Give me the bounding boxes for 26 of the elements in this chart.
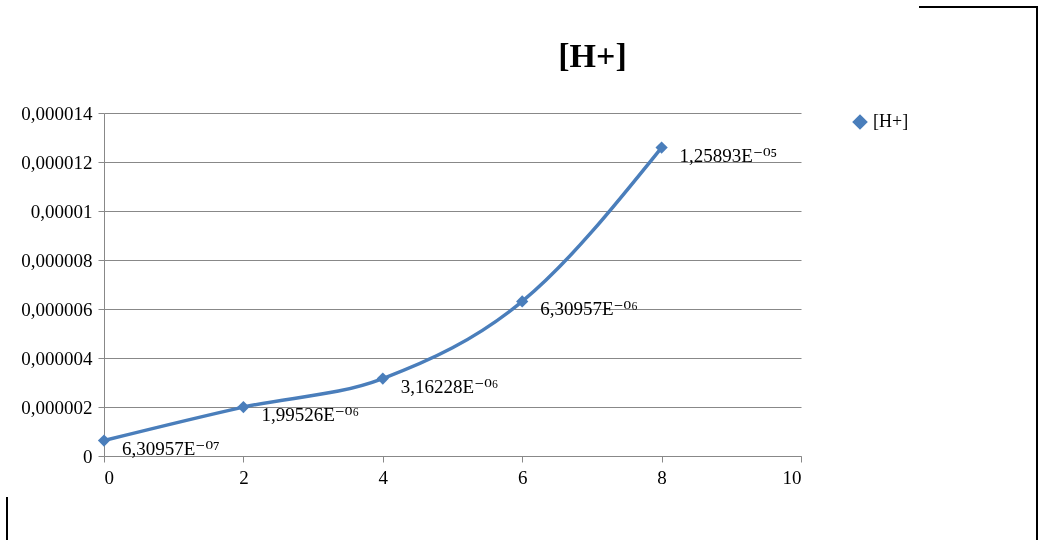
chart-title: [H+] (558, 37, 627, 74)
y-tick-label: 0,00001 (30, 200, 93, 222)
legend-label: [H+] (873, 111, 909, 131)
y-tick-label: 0,000008 (21, 249, 93, 271)
data-label: 6,30957E⁻⁰⁷ (122, 437, 220, 459)
data-label: 3,16228E⁻⁰⁶ (400, 375, 499, 397)
x-tick-label: 2 (239, 466, 249, 488)
x-tick-label: 10 (782, 466, 802, 488)
point (97, 434, 111, 447)
point (237, 400, 250, 414)
data-label: 1,25893E⁻⁰⁵ (679, 144, 778, 166)
y-tick-label: 0,000002 (21, 396, 93, 418)
y-tick-label: 0,000012 (21, 151, 93, 173)
x-tick-label: 4 (378, 466, 389, 488)
y-tick-label: 0,000006 (21, 298, 93, 320)
data-label: 6,30957E⁻⁰⁶ (540, 298, 638, 320)
point (376, 372, 389, 385)
x-tick-label: 0 (104, 466, 114, 488)
y-tick-label: 0,000014 (21, 102, 93, 124)
point (516, 295, 529, 308)
y-tick-label: 0 (83, 445, 93, 467)
x-tick-label: 6 (517, 466, 528, 488)
point (655, 141, 668, 154)
x-tick-label: 8 (657, 466, 667, 488)
data-label: 1,99526E⁻⁰⁶ (261, 404, 360, 426)
y-tick-label: 0,000004 (21, 347, 93, 369)
